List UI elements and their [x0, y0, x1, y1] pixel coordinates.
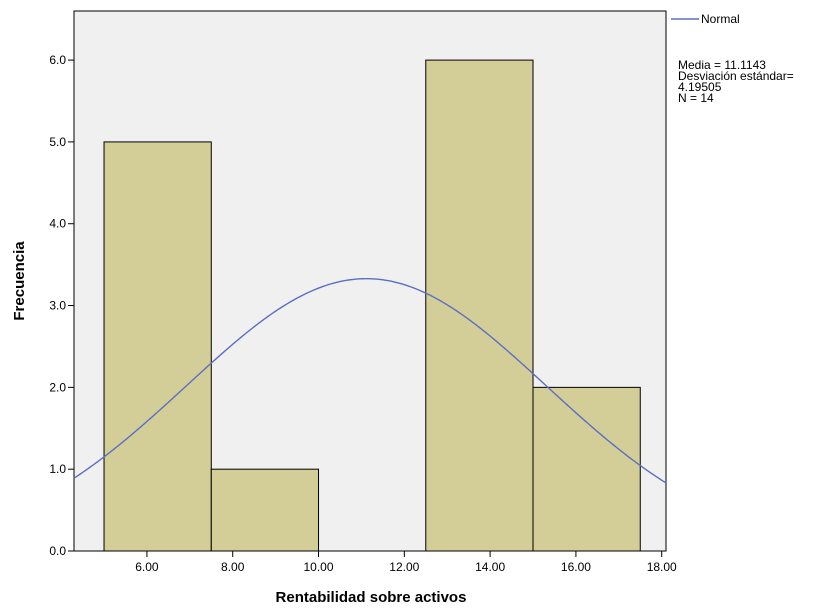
y-tick-label: 5.0: [49, 135, 66, 149]
x-tick-label: 10.00: [304, 560, 334, 574]
histogram-bars: [103, 59, 641, 552]
normal-curve-line: [73, 277, 667, 484]
legend-label-normal: Normal: [701, 12, 740, 26]
legend-stat-sd-label: Desviación estándar=: [678, 69, 794, 83]
x-tick-label: 6.00: [135, 560, 159, 574]
y-tick-label: 3.0: [49, 299, 66, 313]
x-tick-label: 12.00: [389, 560, 419, 574]
y-tick-label: 4.0: [49, 217, 66, 231]
x-tick-label: 8.00: [221, 560, 245, 574]
legend: Normal Media = 11.1143 Desviación estánd…: [671, 12, 794, 105]
axes: 0.0 1.0 2.0 3.0 4.0 5.0 6.0 6.00 8.00 10.00 12.00 1…: [49, 53, 677, 574]
legend-stat-sd-value: 4.19505: [678, 80, 722, 94]
legend-stat-n: N = 14: [678, 91, 714, 105]
histogram-bar-4: [532, 386, 641, 552]
x-tick-label: 16.00: [561, 560, 591, 574]
histogram-bar-3: [425, 59, 534, 552]
histogram-bar-2: [210, 468, 320, 552]
y-tick-label: 1.0: [49, 462, 66, 476]
histogram-bar-1: [103, 141, 212, 552]
legend-stat-mean: Media = 11.1143: [678, 58, 766, 72]
x-tick-label: 14.00: [475, 560, 505, 574]
x-axis-title: Rentabilidad sobre activos: [276, 589, 467, 606]
y-axis-title: Frecuencia: [11, 241, 28, 321]
y-tick-label: 0.0: [49, 544, 66, 558]
x-tick-label: 18.00: [647, 560, 677, 574]
y-tick-label: 2.0: [49, 380, 66, 394]
y-tick-label: 6.0: [49, 53, 66, 67]
